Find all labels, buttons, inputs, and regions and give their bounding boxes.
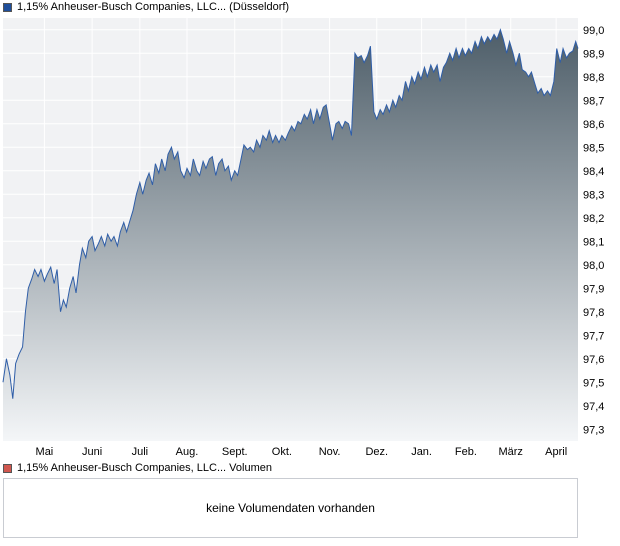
y-tick-label: 99,0	[583, 25, 604, 37]
x-tick-label: Dez.	[365, 446, 388, 458]
volume-panel: keine Volumendaten vorhanden	[3, 478, 578, 538]
volume-legend-label: 1,15% Anheuser-Busch Companies, LLC... V…	[17, 462, 272, 474]
price-chart: 97,3 97,4 97,5 97,6 97,7 97,8 97,9 98,0 98,1 98,2…	[2, 18, 604, 458]
x-tick-label: April	[545, 446, 567, 458]
x-tick-label: Mai	[36, 446, 54, 458]
y-tick-label: 98,9	[583, 48, 604, 60]
y-tick-label: 98,2	[583, 213, 604, 225]
price-legend-swatch	[3, 2, 12, 12]
x-axis: Mai Juni Juli Aug. Sept. Okt. Nov. Dez. Jan. Feb.…	[36, 446, 568, 458]
y-tick-label: 98,8	[583, 72, 604, 84]
y-axis: 97,3 97,4 97,5 97,6 97,7 97,8 97,9 98,0 98,1 98,2…	[583, 25, 604, 437]
y-tick-label: 98,4	[583, 166, 604, 178]
volume-legend: 1,15% Anheuser-Busch Companies, LLC... V…	[3, 461, 272, 475]
x-tick-label: März	[498, 446, 522, 458]
x-tick-label: Feb.	[455, 446, 477, 458]
y-tick-label: 98,3	[583, 189, 604, 201]
x-tick-label: Sept.	[222, 446, 248, 458]
y-tick-label: 97,7	[583, 330, 604, 342]
y-tick-label: 98,5	[583, 142, 604, 154]
y-tick-label: 97,4	[583, 401, 604, 413]
y-tick-label: 97,8	[583, 307, 604, 319]
y-tick-label: 98,6	[583, 119, 604, 131]
x-tick-label: Juni	[82, 446, 102, 458]
price-area	[3, 29, 578, 441]
y-tick-label: 97,9	[583, 283, 604, 295]
y-tick-label: 98,0	[583, 260, 604, 272]
price-legend: 1,15% Anheuser-Busch Companies, LLC... (…	[3, 0, 289, 14]
x-tick-label: Okt.	[272, 446, 292, 458]
volume-legend-swatch	[3, 463, 12, 473]
y-tick-label: 98,7	[583, 95, 604, 107]
x-tick-label: Aug.	[176, 446, 199, 458]
y-tick-label: 98,1	[583, 236, 604, 248]
volume-empty-message: keine Volumendaten vorhanden	[206, 501, 375, 515]
x-tick-label: Nov.	[319, 446, 341, 458]
price-line	[2, 28, 579, 399]
y-tick-label: 97,5	[583, 377, 604, 389]
x-tick-label: Jan.	[411, 446, 432, 458]
y-tick-label: 97,3	[583, 424, 604, 436]
y-tick-label: 97,6	[583, 354, 604, 366]
price-legend-label: 1,15% Anheuser-Busch Companies, LLC... (…	[17, 1, 290, 13]
x-tick-label: Juli	[132, 446, 149, 458]
